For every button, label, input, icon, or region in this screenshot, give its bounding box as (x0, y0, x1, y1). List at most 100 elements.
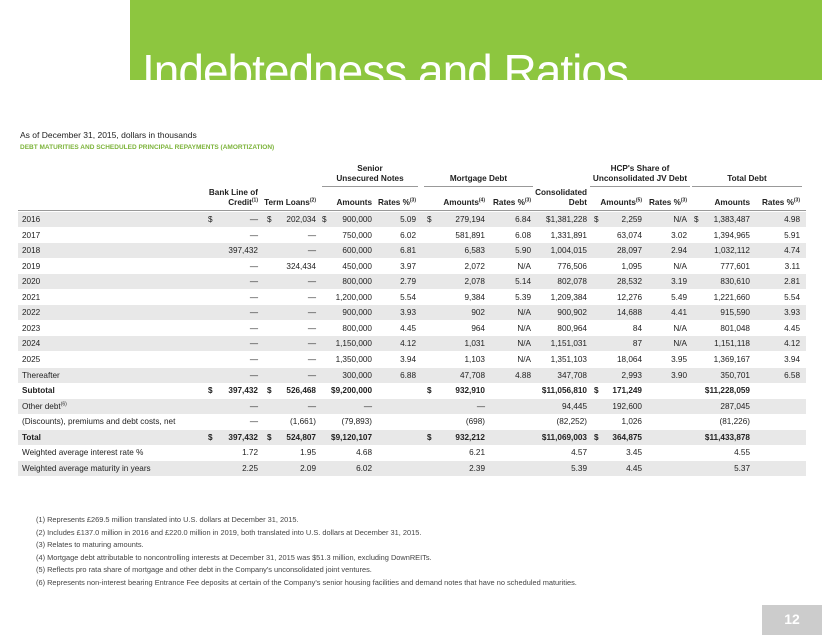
cell: — (249, 370, 258, 380)
currency-symbol: $ (208, 215, 213, 224)
cell: N/A (517, 339, 531, 349)
column-header-text: Debt (568, 198, 587, 207)
group-rule (322, 186, 418, 187)
row-label: 2021 (22, 293, 40, 303)
cell: 2.39 (469, 463, 485, 473)
cell: 2,078 (464, 277, 486, 287)
cell: 1,209,384 (550, 292, 587, 302)
row-label-text: 2018 (22, 246, 41, 256)
cell: 4.74 (784, 246, 800, 256)
cell: 6.02 (356, 463, 372, 473)
cell: 800,000 (342, 323, 372, 333)
column-header-text: Term Loans (264, 198, 310, 207)
row-label: 2024 (22, 339, 40, 349)
cell: (79,893) (341, 417, 373, 427)
cell: 3.94 (400, 354, 416, 364)
cell: 1,369,167 (713, 354, 750, 364)
cell: $1,381,228 (546, 215, 587, 224)
cell: 932,910 (455, 386, 485, 396)
cell: $11,056,810 (541, 386, 587, 396)
row-label-text: Weighted average maturity in years (22, 463, 151, 473)
cell: 801,048 (720, 323, 750, 333)
currency-symbol: $ (322, 215, 327, 224)
cell: 324,434 (286, 261, 316, 271)
column-header-text: Rates % (493, 198, 525, 207)
cell: 3.11 (784, 261, 800, 271)
cell: 6.02 (400, 230, 416, 240)
column-header: Amounts (337, 198, 372, 208)
footnote-ref: (2) (309, 197, 316, 204)
cell: (81,226) (719, 417, 751, 427)
currency-symbol: $ (427, 215, 432, 224)
cell: 802,078 (557, 277, 587, 287)
cell: 279,194 (455, 215, 485, 224)
cell: — (249, 261, 258, 271)
subtitle: As of December 31, 2015, dollars in thou… (20, 130, 197, 140)
cell: 800,964 (557, 323, 587, 333)
cell: 14,688 (616, 308, 642, 318)
cell: 6.84 (515, 215, 531, 224)
currency-symbol: $ (594, 432, 599, 442)
group-header: Senior (357, 164, 383, 173)
cell: 1,351,103 (550, 354, 587, 364)
cell: 171,249 (612, 386, 642, 396)
row-band (18, 398, 806, 414)
column-header-text: Rates % (762, 198, 794, 207)
row-band (18, 429, 806, 445)
cell: — (249, 417, 258, 427)
footnote-ref: (3) (793, 197, 800, 204)
row-label: Total (22, 433, 41, 443)
cell: 1.95 (300, 448, 316, 458)
footnote-ref: (3) (680, 197, 687, 204)
cell: 3.19 (671, 277, 687, 287)
cell: 3.94 (784, 354, 800, 364)
cell: 2.79 (400, 277, 416, 287)
cell: 192,600 (612, 401, 642, 411)
column-header-text: Amounts (336, 198, 372, 207)
cell: 2,072 (464, 261, 486, 271)
cell: 63,074 (616, 230, 642, 240)
row-band (18, 243, 806, 259)
cell: 800,000 (342, 277, 372, 287)
cell: — (249, 339, 258, 349)
cell: 3.93 (400, 308, 416, 318)
cell: 2.94 (671, 246, 687, 256)
footnote-ref: (3) (409, 197, 416, 204)
cell: — (307, 308, 316, 318)
row-label: Subtotal (22, 386, 55, 396)
cell: $9,120,107 (331, 432, 372, 442)
cell: 87 (632, 339, 642, 349)
footnote-ref: (4) (478, 197, 485, 204)
cell: $11,433,878 (704, 432, 750, 442)
cell: (1,661) (290, 417, 316, 427)
column-header: Amounts(5) (600, 198, 642, 208)
group-header: Total Debt (727, 174, 767, 183)
cell: — (249, 323, 258, 333)
footnote: (6) Represents non-interest bearing Entr… (36, 577, 577, 587)
column-header-text: Amounts (443, 198, 479, 207)
cell: N/A (517, 323, 531, 333)
cell: 364,875 (612, 432, 642, 442)
cell: 4.45 (400, 323, 416, 333)
cell: 4.68 (356, 448, 372, 458)
cell: 397,432 (228, 432, 258, 442)
cell: N/A (673, 261, 687, 271)
row-label: Other debt(6) (22, 401, 67, 412)
row-label-text: Thereafter (22, 370, 60, 380)
cell: 6.58 (784, 370, 800, 380)
currency-symbol: $ (427, 386, 432, 396)
column-header-text: Credit (228, 198, 252, 207)
row-label-text: Total (22, 432, 41, 442)
cell: 902 (471, 308, 485, 318)
cell: 830,610 (720, 277, 750, 287)
row-label: (Discounts), premiums and debt costs, ne… (22, 417, 175, 427)
row-band (18, 336, 806, 352)
column-header-text: Consolidated (535, 188, 587, 197)
currency-symbol: $ (427, 432, 432, 442)
row-label: 2020 (22, 277, 40, 287)
column-header: Credit(1) (228, 198, 258, 208)
cell: — (307, 277, 316, 287)
row-label: 2022 (22, 308, 40, 318)
cell: N/A (673, 215, 687, 224)
